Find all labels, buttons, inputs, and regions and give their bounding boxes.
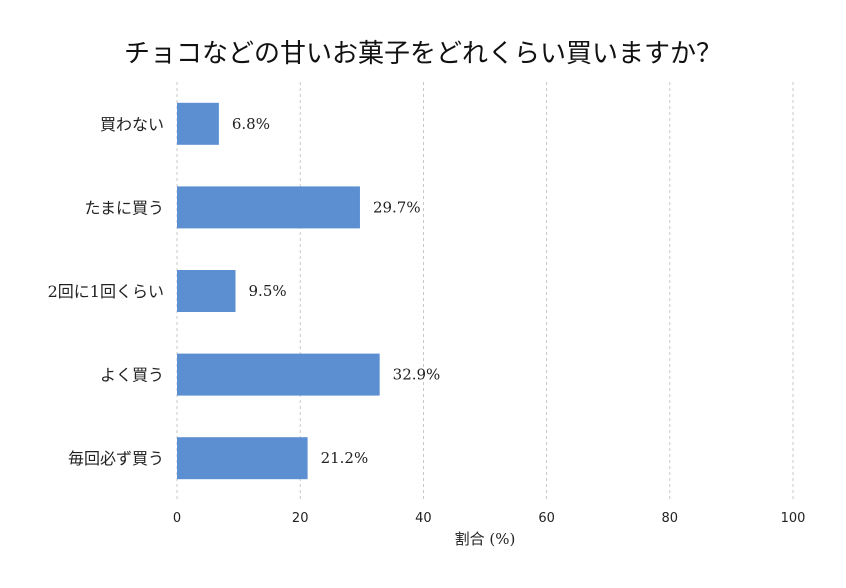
category-label-4: 毎回必ず買う bbox=[68, 449, 164, 468]
gridlines bbox=[176, 82, 794, 500]
x-tick-label-0: 0 bbox=[173, 511, 181, 526]
x-tick-label-100: 100 bbox=[781, 511, 806, 526]
category-label-2: 2回に1回くらい bbox=[48, 282, 164, 301]
bar-3 bbox=[177, 353, 380, 396]
bar-2 bbox=[177, 270, 236, 312]
x-axis-ticks: 0 20 40 60 80 100 bbox=[173, 511, 806, 526]
value-label-0: 6.8% bbox=[232, 115, 270, 133]
bar-4 bbox=[177, 437, 308, 480]
bar-1 bbox=[177, 186, 360, 229]
chart-title: チョコなどの甘いお菓子をどれくらい買いますか？ bbox=[124, 39, 722, 69]
x-axis-label: 割合 (%) bbox=[455, 530, 516, 548]
category-label-0: 買わない bbox=[100, 115, 164, 134]
x-tick-label-40: 40 bbox=[415, 511, 432, 526]
x-tick-label-20: 20 bbox=[292, 511, 309, 526]
value-label-1: 29.7% bbox=[373, 198, 421, 216]
bar-labels: 買わない 6.8% たまに買う 29.7% 2回に1回くらい 9.5% よく買う 32.9% 毎… bbox=[48, 115, 441, 468]
value-label-4: 21.2% bbox=[321, 449, 369, 467]
value-label-3: 32.9% bbox=[393, 366, 441, 384]
category-label-3: よく買う bbox=[100, 366, 164, 385]
x-tick-label-60: 60 bbox=[538, 511, 555, 526]
bar-0 bbox=[177, 102, 219, 145]
bars bbox=[177, 102, 380, 480]
category-label-1: たまに買う bbox=[84, 198, 164, 217]
x-tick-label-80: 80 bbox=[662, 511, 679, 526]
value-label-2: 9.5% bbox=[249, 282, 287, 300]
